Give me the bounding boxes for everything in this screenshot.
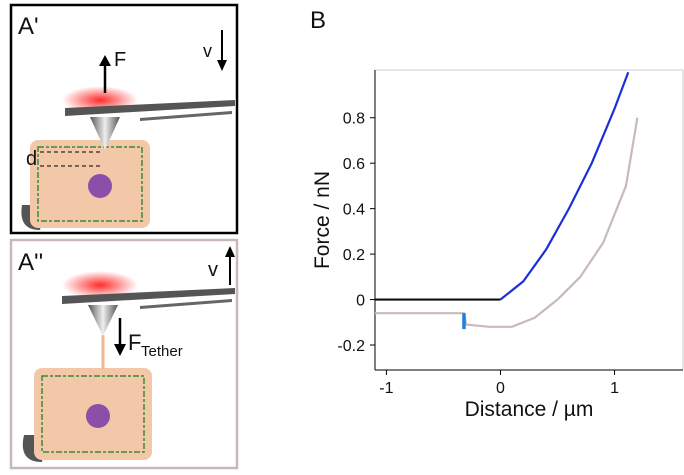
cantilever [62, 288, 235, 304]
chart: B Distance / µm Force / nN -0.2 0 0.2 0.4 0.… [310, 7, 684, 421]
y-tick-label: 0.2 [343, 247, 365, 264]
cell-membrane [37, 146, 143, 222]
arrowhead [114, 344, 126, 356]
cantilever-arm [140, 299, 232, 309]
panel-label: A'' [18, 249, 43, 276]
laser [62, 271, 138, 299]
nucleus [88, 174, 112, 198]
panel-a2: A'' F Tether v [9, 238, 239, 470]
x-tick-label: 1 [610, 380, 619, 397]
y-tick-label: -0.2 [337, 338, 365, 355]
velocity-label: v [208, 259, 218, 281]
arrowhead [217, 60, 227, 71]
y-tick-label: 0.6 [343, 156, 365, 173]
force-label: F [128, 330, 141, 355]
cell-membrane [41, 375, 145, 453]
force-subscript: Tether [141, 343, 183, 360]
y-tick-label: 0 [356, 293, 365, 310]
tip [88, 305, 118, 336]
cantilever-arm [140, 111, 232, 121]
data-line [375, 117, 639, 328]
x-tick-label: -1 [379, 380, 393, 397]
velocity-label: v [203, 41, 212, 61]
panel-label: A' [18, 13, 39, 40]
cantilever [65, 100, 235, 116]
y-tick-label: 0.4 [343, 202, 365, 219]
nucleus [86, 404, 110, 428]
arrowhead [225, 246, 235, 257]
panel-a1: A' d F v [9, 3, 239, 235]
arrowhead [99, 55, 111, 66]
tip [90, 117, 120, 150]
force-label: F [114, 49, 126, 71]
x-tick-label: 0 [496, 380, 505, 397]
panel-label: B [310, 7, 326, 34]
y-axis-label: Force / nN [311, 171, 334, 269]
x-axis-label: Distance / µm [465, 398, 594, 421]
data-line [499, 71, 630, 301]
y-tick-label: 0.8 [343, 111, 365, 128]
indentation-label: d [26, 148, 37, 170]
